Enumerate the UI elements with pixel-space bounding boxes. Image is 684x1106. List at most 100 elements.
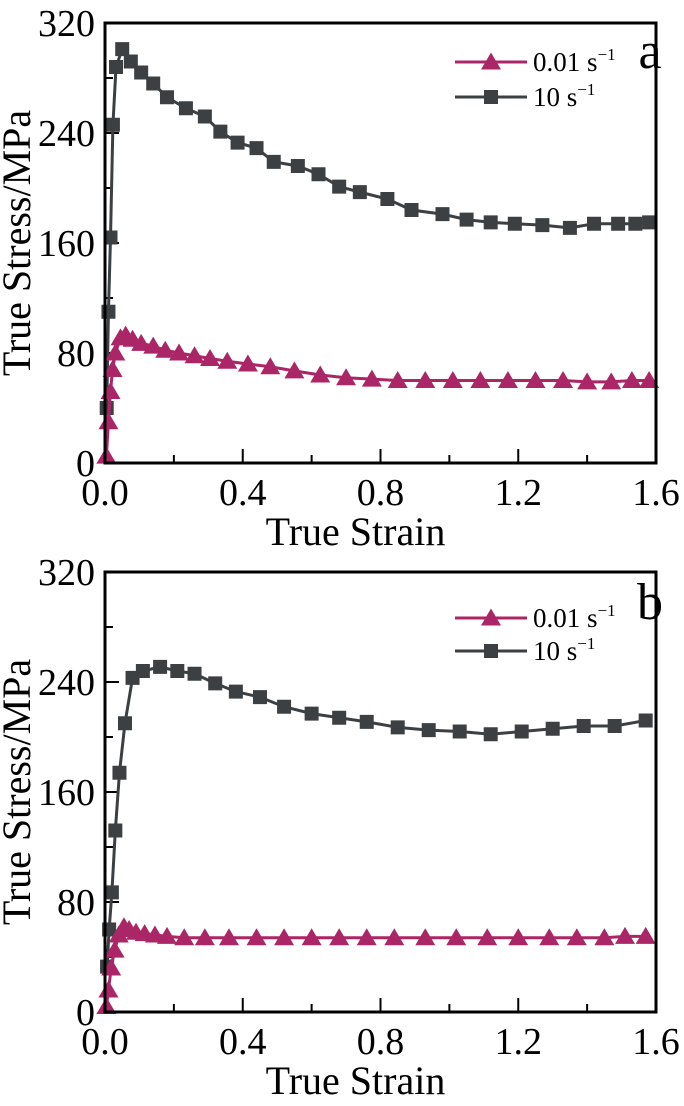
triangle-marker (470, 371, 491, 388)
square-marker (146, 76, 161, 91)
triangle-marker (310, 365, 331, 383)
square-marker (99, 401, 114, 415)
triangle-marker (184, 346, 205, 364)
x-tick-label: 1.6 (632, 472, 680, 514)
square-marker (576, 719, 591, 733)
triangle-marker (361, 369, 382, 387)
triangle-marker (601, 372, 622, 390)
triangle-marker (415, 371, 436, 388)
triangle-marker (446, 928, 467, 946)
triangle-marker (615, 926, 636, 944)
triangle-marker (497, 371, 518, 388)
y-tick-label: 80 (57, 333, 95, 375)
triangle-marker (144, 925, 165, 943)
triangle-marker (553, 371, 574, 388)
triangle-marker (621, 371, 642, 388)
triangle-marker (218, 928, 239, 946)
triangle-marker (635, 926, 656, 944)
square-marker (112, 765, 127, 780)
series-line (105, 665, 646, 967)
triangle-marker (415, 928, 436, 946)
triangle-marker (539, 928, 560, 946)
triangle-marker (169, 343, 190, 361)
triangle-marker (102, 360, 123, 377)
series-0.01-s (96, 325, 660, 464)
triangle-marker (200, 349, 221, 366)
plot-border (103, 21, 658, 465)
x-tick-label: 0.8 (357, 1021, 405, 1063)
triangle-marker (284, 361, 305, 379)
y-axis-title: True Stress/MPa (0, 659, 39, 926)
triangle-marker (156, 926, 177, 944)
x-tick-labels: 0.0 0.4 0.8 1.2 1.6 (81, 1021, 680, 1063)
y-tick-label: 160 (38, 223, 95, 265)
legend-label: 10 s−1 (533, 634, 595, 666)
panel-a: 0.0 0.4 0.8 1.2 1.6 0 80 160 240 320 True Strain Tr… (0, 3, 680, 553)
square-marker (459, 212, 474, 227)
triangle-marker (260, 357, 281, 375)
series-0.01-s (96, 917, 656, 1014)
triangle-marker (246, 928, 267, 946)
square-marker (390, 720, 405, 735)
square-marker (134, 65, 149, 80)
square-marker (109, 60, 124, 74)
square-marker (213, 124, 228, 139)
triangle-marker (301, 928, 322, 946)
panel-letter: a (638, 23, 661, 80)
triangle-marker (105, 343, 126, 361)
square-marker (208, 676, 223, 691)
square-marker (380, 192, 395, 206)
x-tick-label: 1.6 (632, 1021, 680, 1063)
triangle-marker (143, 336, 164, 354)
square-marker (607, 719, 622, 733)
square-marker (545, 721, 560, 736)
panel-letter: b (637, 574, 663, 631)
legend-triangle-marker (481, 52, 501, 70)
square-marker (105, 117, 120, 132)
plot-border (103, 570, 658, 1014)
triangle-marker (329, 928, 350, 946)
square-marker (611, 216, 626, 231)
panel-a-chart: 0.0 0.4 0.8 1.2 1.6 0 80 160 240 320 True Strain Tr… (0, 3, 680, 553)
square-marker (311, 167, 326, 182)
legend-square-marker (484, 90, 498, 104)
square-marker (421, 723, 436, 738)
y-tick-label: 80 (57, 882, 95, 924)
square-marker (117, 716, 132, 731)
y-tick-label: 240 (38, 662, 95, 704)
square-marker (252, 690, 267, 705)
square-marker (562, 220, 577, 235)
square-marker (108, 823, 123, 838)
square-marker (159, 90, 174, 105)
triangle-marker (98, 412, 119, 430)
square-marker (103, 230, 118, 245)
triangle-marker (274, 928, 295, 946)
square-marker (230, 135, 245, 150)
square-marker (123, 54, 138, 69)
square-marker (332, 710, 347, 725)
triangle-marker (194, 928, 215, 946)
legend-triangle-marker (481, 608, 501, 626)
triangle-marker (384, 928, 405, 946)
triangle-marker (594, 928, 615, 946)
legend-label: 0.01 s−1 (533, 45, 616, 77)
x-axis-title: True Strain (266, 509, 446, 553)
triangle-marker (477, 928, 498, 946)
x-tick-label: 0.8 (357, 472, 405, 514)
x-axis-title: True Strain (266, 1058, 446, 1103)
y-tick-label: 0 (76, 443, 95, 485)
triangle-marker (237, 354, 258, 372)
triangle-marker (639, 371, 660, 388)
y-tick-labels: 0 80 160 240 320 (38, 3, 95, 485)
triangle-marker (174, 928, 195, 946)
square-marker (535, 218, 550, 233)
legend-label: 10 s−1 (533, 80, 595, 112)
square-marker (197, 109, 212, 124)
square-marker (452, 724, 467, 739)
square-marker (187, 666, 202, 681)
triangle-marker (442, 371, 463, 388)
triangle-marker (217, 351, 238, 369)
triangle-marker (387, 371, 408, 388)
x-tick-label: 1.2 (495, 472, 543, 514)
